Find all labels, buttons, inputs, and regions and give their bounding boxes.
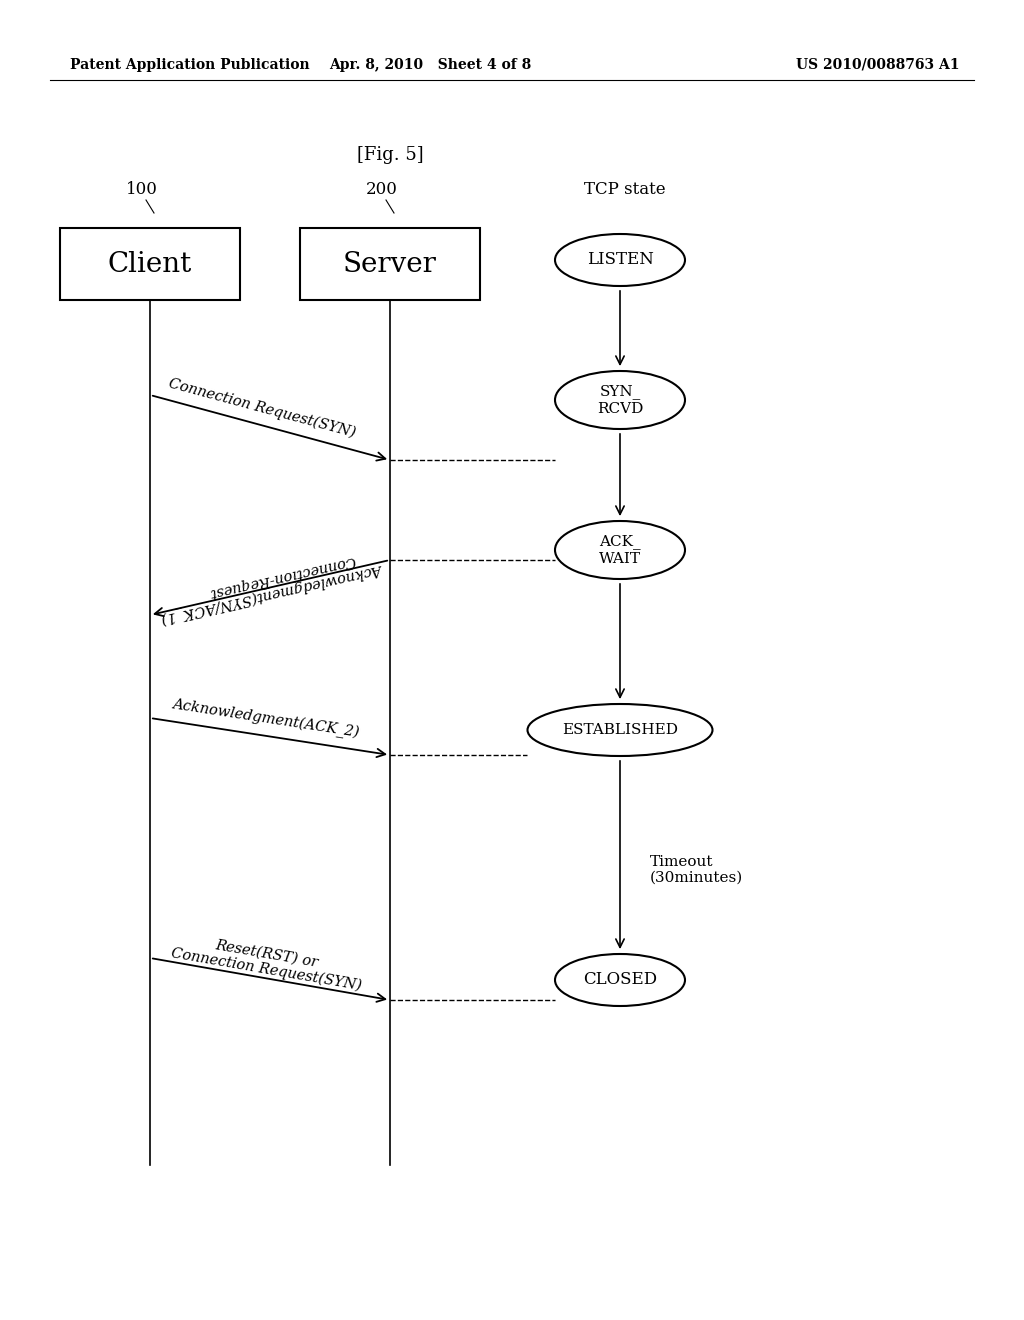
Text: [Fig. 5]: [Fig. 5] [356,147,423,164]
Text: TCP state: TCP state [584,181,666,198]
Ellipse shape [527,704,713,756]
Ellipse shape [555,521,685,579]
Text: SYN_
RCVD: SYN_ RCVD [597,384,643,416]
Ellipse shape [555,954,685,1006]
Text: CLOSED: CLOSED [583,972,657,989]
Text: Patent Application Publication: Patent Application Publication [70,58,309,73]
Text: Server: Server [343,251,437,277]
Ellipse shape [555,234,685,286]
Text: Acknowledgment(SYN/ACK_1): Acknowledgment(SYN/ACK_1) [162,561,386,626]
FancyBboxPatch shape [60,228,240,300]
Text: Apr. 8, 2010   Sheet 4 of 8: Apr. 8, 2010 Sheet 4 of 8 [329,58,531,73]
Text: Client: Client [108,251,193,277]
Text: Reset(RST) or: Reset(RST) or [214,939,318,970]
Text: ACK_
WAIT: ACK_ WAIT [599,535,641,565]
Ellipse shape [555,371,685,429]
Text: 100: 100 [126,181,158,198]
Text: ESTABLISHED: ESTABLISHED [562,723,678,737]
Text: LISTEN: LISTEN [587,252,653,268]
Text: Connection-Request: Connection-Request [207,553,356,599]
Text: Connection Request(SYN): Connection Request(SYN) [167,376,357,441]
Text: Timeout
(30minutes): Timeout (30minutes) [650,855,743,886]
FancyBboxPatch shape [300,228,480,300]
Text: 200: 200 [366,181,398,198]
Text: Connection Request(SYN): Connection Request(SYN) [170,946,362,994]
Text: Acknowledgment(ACK_2): Acknowledgment(ACK_2) [172,697,360,741]
Text: US 2010/0088763 A1: US 2010/0088763 A1 [797,58,961,73]
